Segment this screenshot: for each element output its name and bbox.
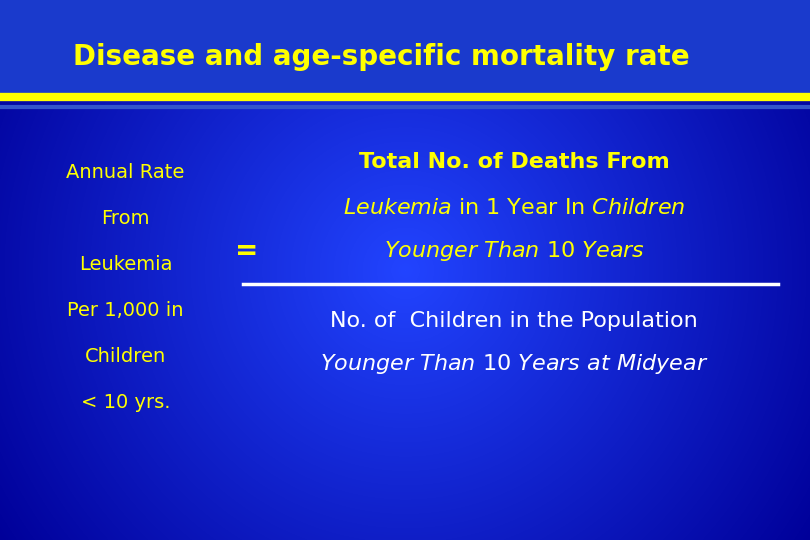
FancyBboxPatch shape (0, 0, 810, 97)
Text: $\it{Younger\ Than\ 10\ Years\ at\ Midyear}$: $\it{Younger\ Than\ 10\ Years\ at\ Midye… (320, 353, 709, 376)
Text: From: From (101, 209, 150, 228)
Text: Per 1,000 in: Per 1,000 in (67, 301, 184, 320)
Text: Children: Children (85, 347, 166, 366)
Text: $\it{Younger\ Than\ 10\ Years}$: $\it{Younger\ Than\ 10\ Years}$ (384, 239, 645, 263)
Text: < 10 yrs.: < 10 yrs. (81, 393, 170, 412)
Text: Total No. of Deaths From: Total No. of Deaths From (359, 152, 670, 172)
Text: $\it{Leukemia}$ in 1 Year In $\it{Children}$: $\it{Leukemia}$ in 1 Year In $\it{Childr… (343, 198, 685, 218)
Text: Leukemia: Leukemia (79, 255, 173, 274)
Text: Disease and age-specific mortality rate: Disease and age-specific mortality rate (73, 43, 689, 71)
Text: =: = (236, 237, 258, 265)
Text: No. of  Children in the Population: No. of Children in the Population (330, 311, 698, 332)
Text: Annual Rate: Annual Rate (66, 163, 185, 183)
